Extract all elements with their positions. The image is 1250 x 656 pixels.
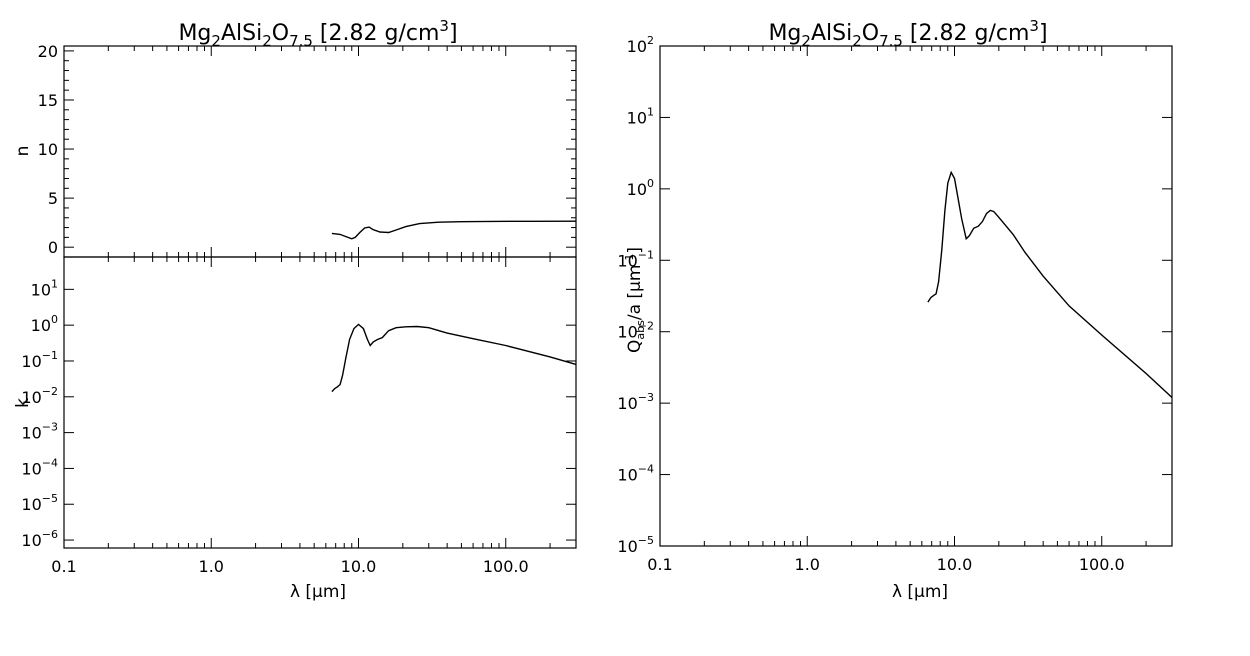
y-tick-label: 10−3 [21,421,58,443]
x-tick-label: 10.0 [937,555,973,574]
n-y-axis-label: n [13,146,33,157]
panel-n: 0 5 10 15 20 [38,42,577,258]
x-tick-label: 100.0 [1079,555,1125,574]
qabs-y-axis-label: Qabs/a [μm-1] [623,247,647,353]
series-line-qabs [927,170,1173,399]
series-line-n [331,220,577,240]
left-chart-title: Mg2AlSi2O7.5 [2.82 g/cm3] [178,17,457,50]
x-tick-label: 1.0 [795,555,820,574]
y-tick-label: 101 [31,277,58,299]
y-tick-label: 20 [38,42,58,61]
panel-qabs: 0.1 1.0 10.0 100.0 10−5 10−4 10−3 10−2 10−1 100 10… [617,34,1173,574]
y-tick-label: 10−1 [617,248,654,270]
y-tick-label: 10−4 [21,456,58,478]
y-tick-label: 10−5 [21,492,58,514]
plot-frame [63,45,577,258]
y-tick-label: 10 [38,140,58,159]
plot-frame [659,45,1173,547]
y-tick-label: 101 [627,105,654,127]
x-tick-label: 100.0 [483,557,529,576]
y-tick-label: 15 [38,91,58,110]
x-tick-label: 1.0 [199,557,224,576]
y-tick-label: 5 [48,189,58,208]
y-tick-label: 10−4 [617,463,654,485]
y-tick-label: 102 [627,34,654,56]
series-line-k [331,323,577,393]
panel-k: 0.1 1.0 10.0 100.0 10−6 10−5 10−4 10−3 10−2 10−1 1… [21,256,577,576]
y-tick-label: 10−5 [617,534,654,556]
y-tick-label: 10−3 [617,391,654,413]
y-tick-label: 100 [31,313,58,335]
x-tick-label: 10.0 [341,557,377,576]
left-x-axis-label: λ [μm] [290,582,346,602]
x-tick-label: 0.1 [647,555,672,574]
y-tick-label: 10−2 [21,385,58,407]
x-tick-label: 0.1 [51,557,76,576]
y-tick-label: 10−2 [617,320,654,342]
right-x-axis-label: λ [μm] [892,582,948,602]
y-tick-label: 100 [627,177,654,199]
right-chart-title: Mg2AlSi2O7.5 [2.82 g/cm3] [768,17,1047,50]
plot-frame [63,256,577,549]
y-tick-label: 0 [48,238,58,257]
k-y-axis-label: k [13,398,33,408]
y-tick-label: 10−6 [21,528,58,550]
y-tick-label: 10−1 [21,349,58,371]
